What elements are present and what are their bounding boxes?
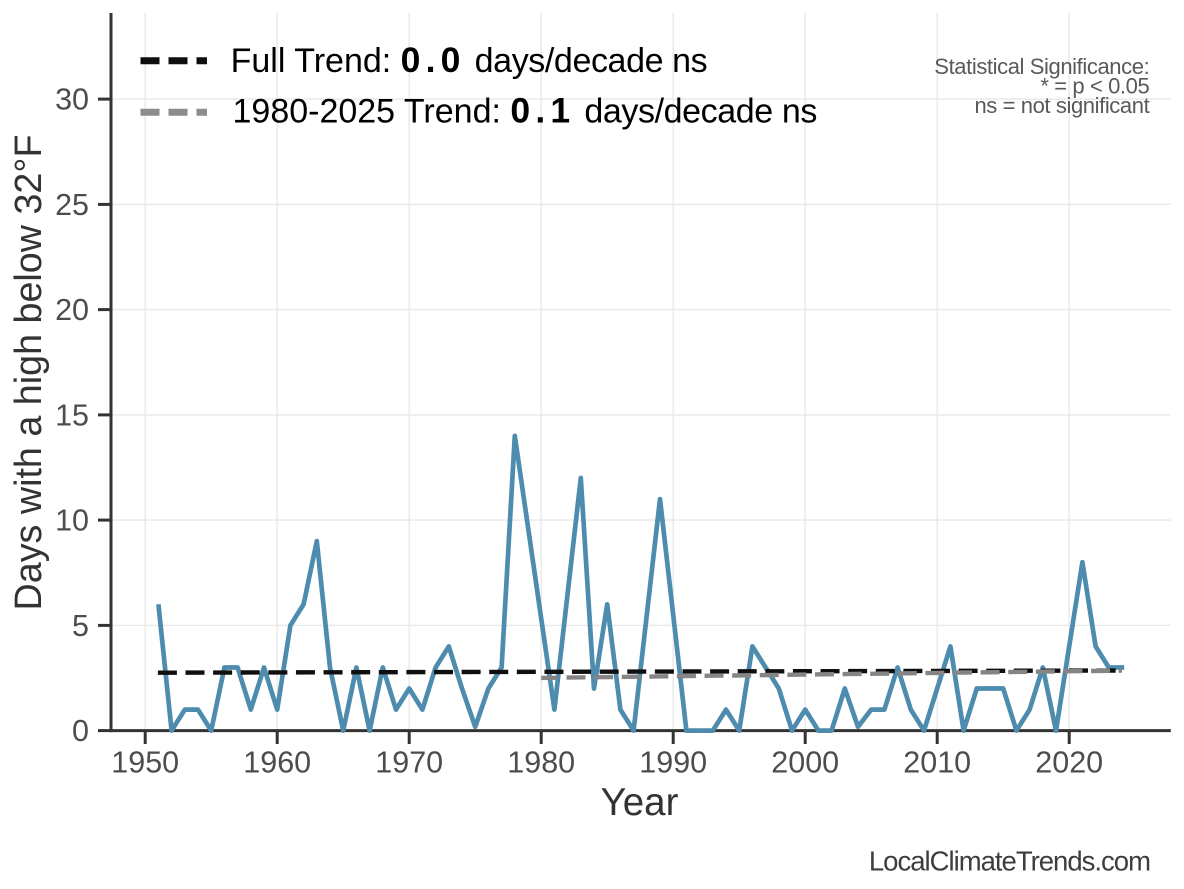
- svg-text:1960: 1960: [243, 746, 311, 780]
- svg-text:* = p < 0.05: * = p < 0.05: [1040, 73, 1149, 98]
- svg-text:20: 20: [55, 293, 89, 327]
- svg-text:10: 10: [55, 504, 89, 538]
- svg-text:Days with a high below 32°F: Days with a high below 32°F: [7, 135, 49, 611]
- svg-text:ns = not significant: ns = not significant: [974, 93, 1149, 118]
- svg-text:Statistical Significance:: Statistical Significance:: [934, 54, 1149, 79]
- svg-text:5: 5: [72, 609, 89, 643]
- svg-text:Year: Year: [601, 781, 679, 824]
- svg-text:30: 30: [55, 83, 89, 117]
- svg-text:LocalClimateTrends.com: LocalClimateTrends.com: [869, 846, 1150, 877]
- svg-text:2010: 2010: [903, 746, 971, 780]
- svg-text:1990: 1990: [639, 746, 707, 780]
- svg-text:25: 25: [55, 188, 89, 222]
- svg-text:Full Trend: 0.0 days/decade ns: Full Trend: 0.0 days/decade ns: [231, 40, 708, 80]
- svg-text:1980-2025 Trend: 0.1 days/deca: 1980-2025 Trend: 0.1 days/decade ns: [233, 91, 817, 131]
- svg-text:1970: 1970: [375, 746, 443, 780]
- svg-text:15: 15: [55, 398, 89, 432]
- svg-text:2020: 2020: [1035, 746, 1103, 780]
- svg-text:1950: 1950: [111, 746, 179, 780]
- svg-text:2000: 2000: [771, 746, 839, 780]
- svg-text:0: 0: [72, 714, 89, 748]
- svg-text:1980: 1980: [507, 746, 575, 780]
